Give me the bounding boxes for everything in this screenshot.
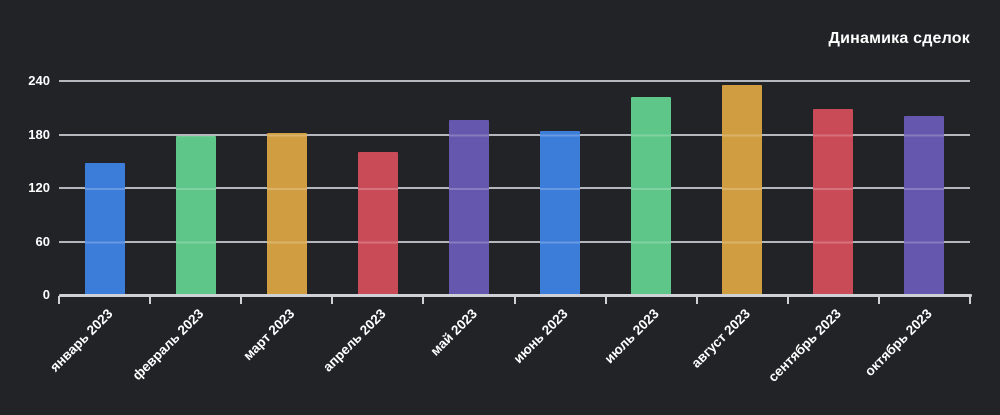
bar-май 2023[interactable] (448, 120, 489, 295)
x-tick-7 (695, 296, 698, 304)
x-label-май 2023: май 2023 (426, 306, 480, 359)
y-tick-label-240: 240 (28, 73, 50, 88)
y-tick-label-120: 120 (28, 180, 50, 195)
x-label-апрель 2023: апрель 2023 (319, 306, 389, 375)
x-label-октябрь 2023: октябрь 2023 (862, 306, 936, 379)
bar-сентябрь 2023[interactable] (813, 108, 854, 295)
x-tick-6 (604, 296, 607, 304)
x-tick-10 (969, 296, 971, 304)
x-tick-8 (786, 296, 789, 304)
bar-октябрь 2023[interactable] (904, 115, 945, 295)
plot-area (59, 80, 970, 295)
bar-март 2023[interactable] (266, 132, 307, 295)
x-tick-5 (513, 296, 516, 304)
y-tick-label-60: 60 (35, 233, 50, 249)
x-tick-1 (149, 296, 152, 304)
x-label-сентябрь 2023: сентябрь 2023 (765, 306, 844, 385)
x-label-январь 2023: январь 2023 (46, 306, 116, 375)
x-tick-0 (58, 296, 60, 304)
y-tick-label-180: 180 (28, 126, 50, 142)
x-axis-line (59, 294, 972, 297)
x-label-март 2023: март 2023 (240, 306, 298, 364)
y-tick-label-0: 0 (42, 287, 50, 302)
bar-апрель 2023[interactable] (357, 152, 398, 295)
bar-январь 2023[interactable] (84, 163, 125, 295)
bar-февраль 2023[interactable] (175, 136, 216, 295)
x-tick-4 (422, 296, 425, 304)
gridline-60 (59, 240, 970, 243)
x-label-июнь 2023: июнь 2023 (510, 306, 571, 367)
x-tick-9 (877, 296, 880, 304)
gridline-180 (59, 133, 970, 136)
x-label-август 2023: август 2023 (688, 306, 753, 371)
x-tick-3 (331, 296, 334, 304)
x-tick-2 (240, 296, 243, 304)
bar-июнь 2023[interactable] (540, 130, 581, 295)
gridline-120 (59, 187, 970, 189)
x-label-июль 2023: июль 2023 (601, 306, 662, 367)
bar-август 2023[interactable] (722, 85, 763, 295)
chart-title: Динамика сделок (828, 30, 970, 47)
x-label-февраль 2023: февраль 2023 (129, 306, 207, 383)
bar-июль 2023[interactable] (631, 97, 672, 295)
gridline-240 (59, 80, 970, 82)
